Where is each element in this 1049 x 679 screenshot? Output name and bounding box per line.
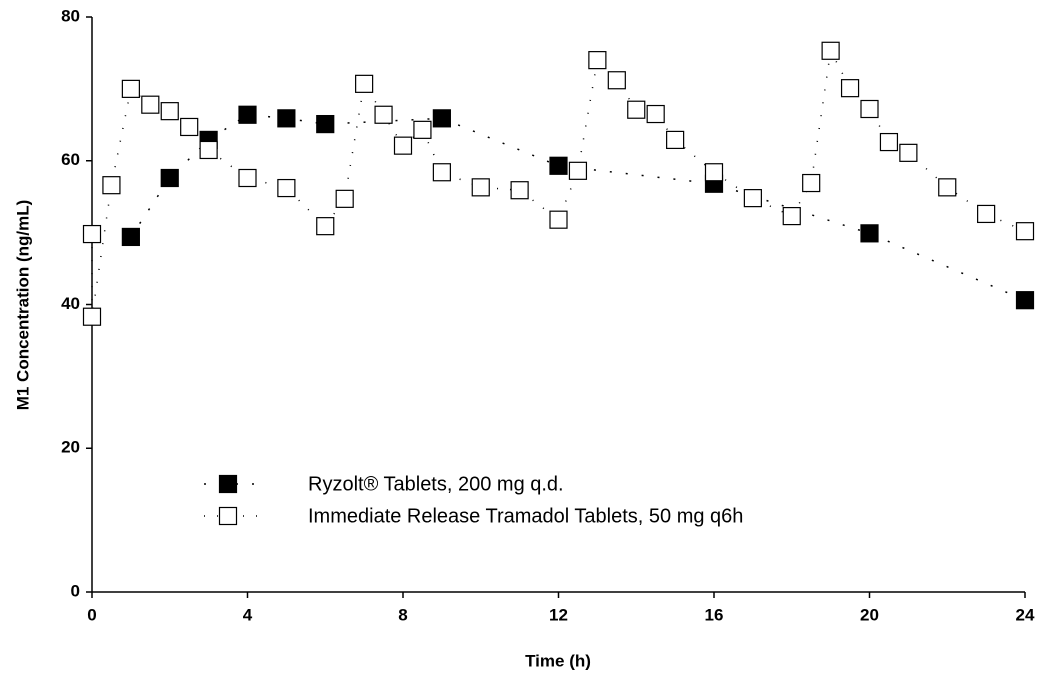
data-point <box>938 178 957 197</box>
data-point <box>277 178 296 198</box>
data-point <box>374 105 393 124</box>
data-point <box>977 204 996 224</box>
data-point <box>471 178 490 197</box>
y-tick-label: 0 <box>71 581 80 600</box>
data-point <box>840 79 860 98</box>
data-point <box>102 176 121 195</box>
x-tick-label: 24 <box>1016 605 1035 624</box>
x-tick-label: 12 <box>549 605 568 624</box>
data-point <box>607 71 626 90</box>
series-line <box>91 48 1026 317</box>
data-point <box>782 206 801 226</box>
legend-marker <box>218 474 238 494</box>
x-axis-label: Time (h) <box>525 651 591 670</box>
data-point <box>860 224 879 243</box>
x-tick-label: 0 <box>87 605 96 624</box>
y-tick-label: 80 <box>61 6 80 25</box>
data-point <box>568 161 588 180</box>
data-point <box>879 132 899 152</box>
legend-marker <box>218 506 238 526</box>
data-point <box>393 136 413 155</box>
data-point <box>821 41 840 60</box>
data-point <box>82 307 102 326</box>
data-point <box>802 173 821 193</box>
data-point <box>82 224 102 244</box>
data-point <box>588 51 607 70</box>
data-point <box>1015 222 1035 241</box>
data-point <box>432 163 451 182</box>
data-point <box>899 143 918 162</box>
data-point <box>549 156 568 175</box>
data-point <box>549 210 568 229</box>
x-tick-label: 4 <box>243 605 253 624</box>
data-point <box>121 79 140 98</box>
data-point <box>355 74 374 93</box>
data-point <box>160 102 179 121</box>
y-tick-label: 20 <box>61 438 80 457</box>
data-point <box>1015 291 1035 310</box>
data-point <box>238 168 257 188</box>
data-point <box>199 140 218 160</box>
data-point <box>666 130 685 150</box>
legend-label: Immediate Release Tramadol Tablets, 50 m… <box>308 505 743 527</box>
x-tick-label: 16 <box>705 605 724 624</box>
data-point <box>277 109 296 128</box>
data-point <box>743 189 762 208</box>
data-point <box>141 95 160 114</box>
data-point <box>627 100 646 119</box>
data-point <box>335 189 354 208</box>
data-point <box>316 217 335 236</box>
data-point <box>413 120 432 139</box>
y-axis-label: M1 Concentration (ng/mL) <box>13 200 32 411</box>
x-tick-label: 20 <box>860 605 879 624</box>
data-point <box>316 114 335 134</box>
data-point <box>180 117 199 137</box>
data-point <box>646 104 665 124</box>
data-point <box>432 109 451 128</box>
x-tick-label: 8 <box>398 605 407 624</box>
data-point <box>238 105 257 124</box>
data-point <box>704 163 724 182</box>
data-point <box>160 168 179 188</box>
data-point <box>121 227 140 247</box>
data-point <box>510 181 529 200</box>
y-tick-label: 40 <box>61 294 80 313</box>
legend-label: Ryzolt® Tablets, 200 mg q.d. <box>308 473 564 495</box>
y-tick-label: 60 <box>61 150 80 169</box>
data-point <box>860 99 879 119</box>
